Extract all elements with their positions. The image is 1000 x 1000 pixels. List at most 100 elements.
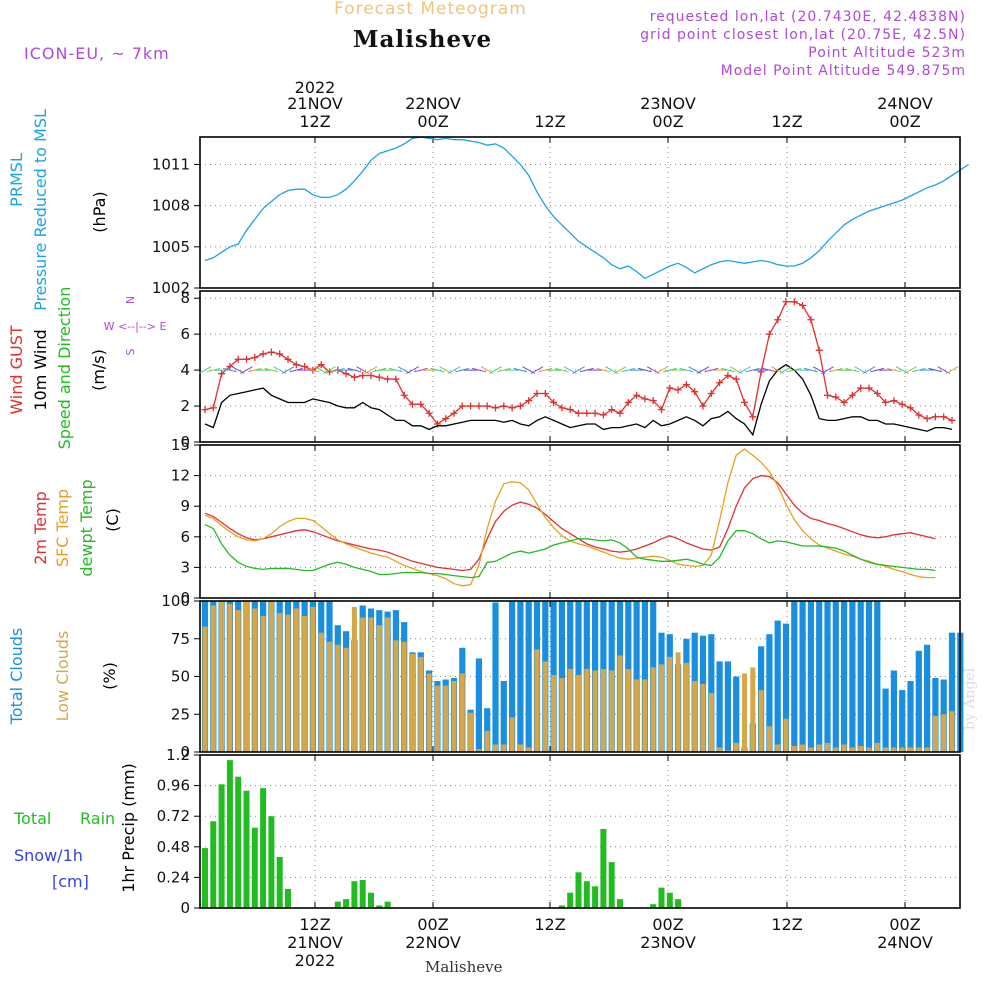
- clouds-bar-low: [667, 656, 673, 752]
- gust-marker: [765, 330, 773, 338]
- model-label: ICON-EU, ~ 7km: [24, 44, 170, 63]
- clouds-bar-total: [857, 601, 864, 752]
- clouds-bar-low: [426, 673, 432, 752]
- wind-direction-arrow: [803, 367, 818, 373]
- clouds-bar-low: [252, 608, 258, 752]
- clouds-unit-label: (%): [100, 662, 119, 690]
- clouds-bar-low: [235, 610, 241, 752]
- clouds-bar-low: [916, 747, 922, 752]
- clouds-bar-total: [807, 601, 814, 752]
- pressure-panel-frame: [199, 136, 961, 289]
- gust-marker: [251, 354, 259, 362]
- gust-marker: [724, 371, 732, 379]
- precip-bar-rain: [608, 862, 615, 908]
- wind-direction-arrow: [762, 367, 777, 373]
- clouds-bar-low: [393, 640, 399, 752]
- bottom-hour-label: 00Z: [417, 915, 448, 934]
- compass-north: N: [124, 296, 137, 304]
- clouds-bar-low: [833, 747, 839, 752]
- precip-bar-rain: [226, 760, 233, 908]
- gust-marker: [243, 355, 250, 363]
- clouds-bar-low: [368, 617, 374, 752]
- wind-direction-arrow: [471, 367, 486, 373]
- temp-sfc-label: SFC Temp: [53, 489, 72, 567]
- gust-marker: [931, 413, 939, 421]
- gust-marker: [259, 350, 267, 358]
- gust-marker: [799, 301, 807, 309]
- clouds-bar-low: [244, 601, 249, 752]
- clouds-bar-low: [468, 712, 474, 752]
- y-tick-label: 0: [180, 899, 190, 917]
- gust-marker: [533, 389, 541, 397]
- gust-marker: [301, 363, 309, 370]
- wind-direction-arrow: [679, 367, 694, 373]
- wind-direction-arrow: [579, 367, 594, 373]
- clouds-bar-low: [360, 617, 366, 752]
- gust-marker: [450, 409, 458, 417]
- clouds-bar-low: [816, 744, 822, 752]
- wind-direction-arrow: [821, 366, 834, 374]
- clouds-bar-low: [227, 604, 233, 752]
- clouds-bar-low: [501, 744, 507, 752]
- gust-marker: [691, 388, 699, 396]
- y-tick-label: 0.48: [157, 838, 190, 856]
- gust-marker: [948, 416, 956, 424]
- clouds-bar-low: [285, 614, 291, 752]
- precip-unit-label: 1hr Precip (mm): [119, 763, 138, 893]
- top-date-label: 23NOV: [640, 94, 696, 113]
- precip-panel-frame: [199, 754, 961, 909]
- y-tick-label: 0: [180, 589, 190, 607]
- point-altitude: Point Altitude 523m: [808, 45, 966, 61]
- clouds-bar-low: [899, 747, 905, 752]
- y-tick-label: 15: [171, 436, 190, 454]
- pressure-label-prmsl: PRMSL: [7, 153, 26, 207]
- gust-marker: [409, 400, 416, 408]
- gust-marker: [475, 402, 483, 410]
- gust-marker: [508, 404, 516, 412]
- gust-marker: [732, 375, 740, 383]
- gust-marker: [907, 404, 914, 412]
- clouds-bar-total: [475, 658, 482, 752]
- clouds-bar-low: [600, 669, 606, 752]
- clouds-bar-low: [609, 670, 615, 752]
- wind-direction-arrow: [738, 366, 751, 374]
- clouds-bar-low: [526, 747, 532, 752]
- gust-marker: [915, 411, 923, 419]
- wind-direction-arrow: [828, 367, 843, 373]
- gust-marker: [425, 409, 433, 417]
- gust-marker: [815, 346, 823, 354]
- gust-marker: [940, 413, 948, 421]
- precip-bar-rain: [235, 776, 242, 908]
- clouds-bar-low: [351, 607, 357, 752]
- top-date-label: 22NOV: [405, 94, 461, 113]
- gust-marker: [317, 361, 325, 369]
- y-tick-label: 1.2: [166, 746, 190, 764]
- clouds-bar-low: [908, 747, 913, 752]
- precip-bar-rain: [359, 880, 366, 908]
- total-clouds-label: Total Clouds: [7, 628, 26, 726]
- gust-marker: [716, 379, 724, 387]
- wind-direction-arrow: [845, 367, 860, 373]
- gust-marker: [467, 402, 475, 410]
- precip-bar-rain: [260, 788, 267, 908]
- clouds-bar-total: [824, 601, 831, 752]
- gust-marker: [359, 371, 367, 379]
- clouds-bar-total: [492, 602, 499, 752]
- precip-bar-rain: [675, 899, 682, 908]
- clouds-bar-low: [385, 617, 391, 752]
- wind-direction-arrow: [928, 367, 943, 373]
- gust-marker: [649, 397, 657, 405]
- clouds-bar-low: [576, 675, 581, 752]
- gust-marker: [641, 395, 649, 403]
- clouds-bar-total: [899, 690, 906, 752]
- clouds-bar-low: [708, 693, 714, 752]
- y-tick-label: 6: [180, 528, 190, 546]
- gust-marker: [824, 391, 831, 399]
- precip-bar-rain: [243, 790, 250, 908]
- clouds-bar-total: [915, 650, 922, 752]
- top-hour-label: 00Z: [889, 112, 920, 131]
- y-tick-label: 75: [171, 630, 190, 648]
- clouds-bar-total: [484, 708, 491, 752]
- y-tick-label: 0.72: [157, 807, 190, 825]
- gust-marker: [558, 404, 566, 412]
